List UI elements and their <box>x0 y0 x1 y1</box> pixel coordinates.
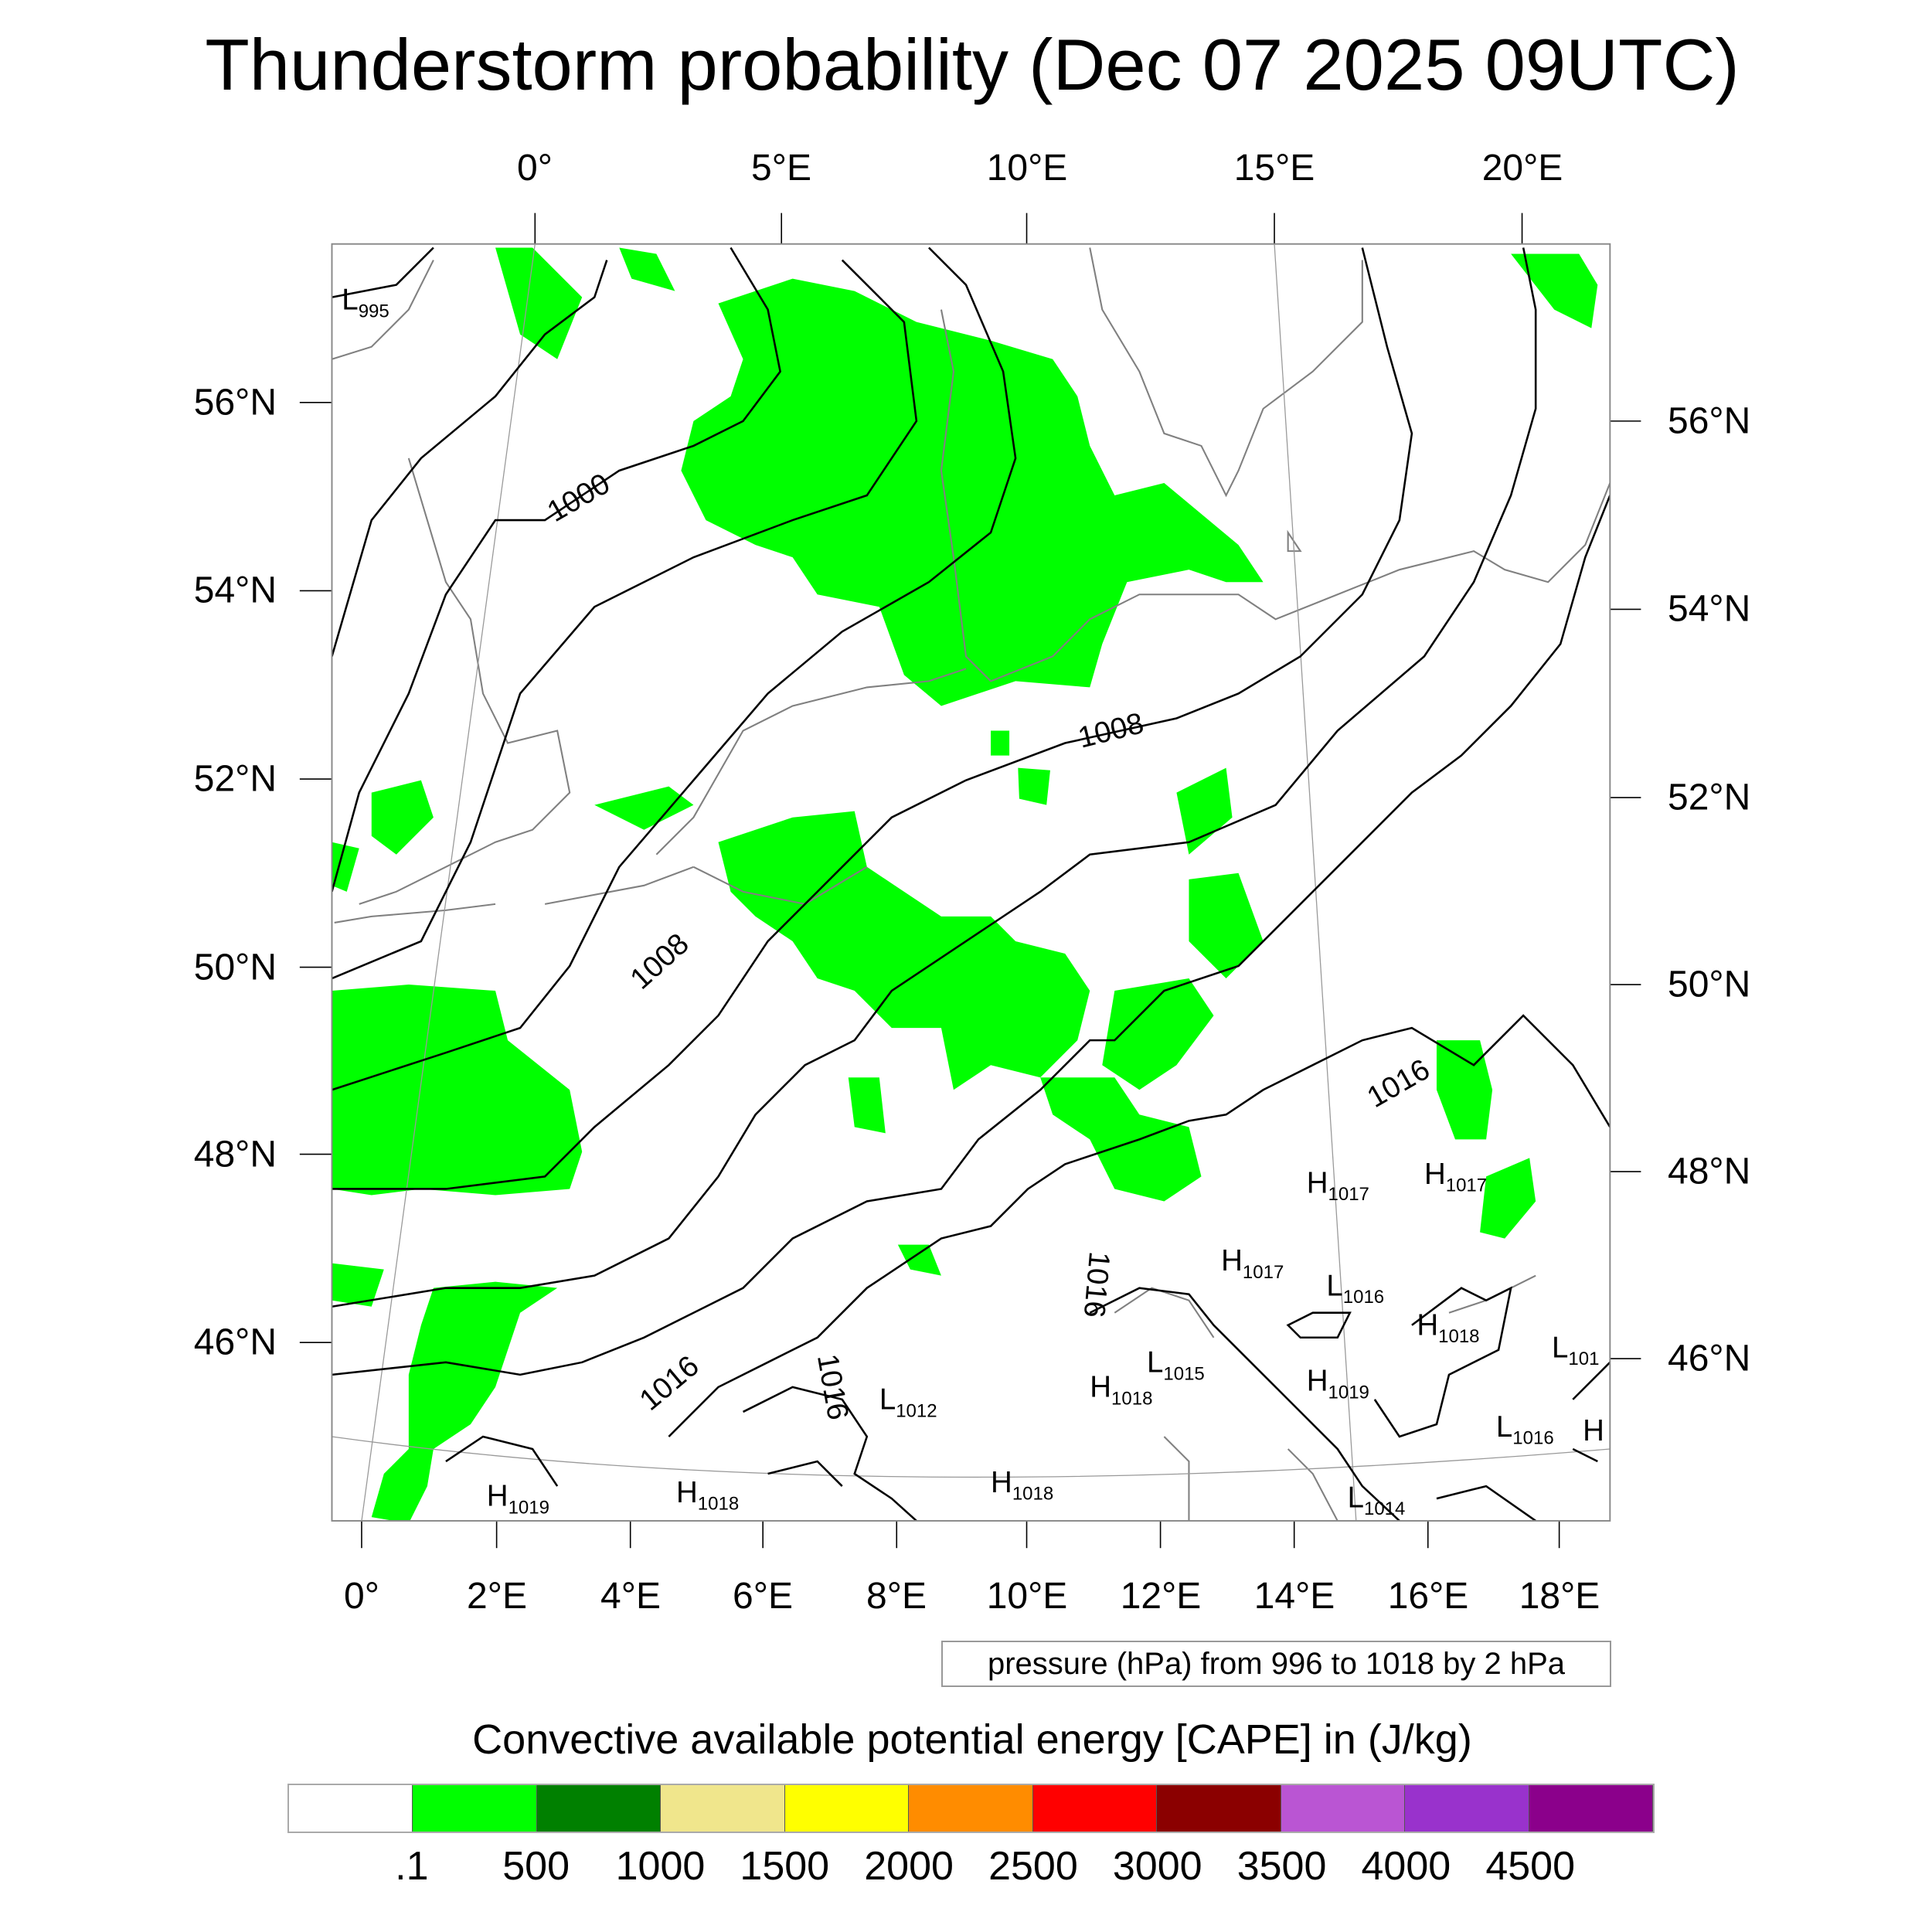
colorbar-swatch <box>1281 1785 1406 1832</box>
axis-ticks <box>299 213 1641 1549</box>
colorbar <box>287 1784 1655 1833</box>
graticule <box>332 243 1611 1521</box>
bottom-lon-label: 8°E <box>866 1576 927 1617</box>
pressure-center: H1017 <box>1424 1158 1487 1196</box>
cape-area-north-sea <box>681 278 1264 706</box>
colorbar-label: 4500 <box>1485 1844 1576 1889</box>
colorbar-label: .1 <box>395 1844 429 1889</box>
cape-area-france-west <box>332 985 583 1307</box>
pressure-center: L1016 <box>1326 1269 1384 1308</box>
top-lon-label: 10°E <box>986 148 1068 189</box>
colorbar-label: 3000 <box>1112 1844 1202 1889</box>
pressure-center: H <box>1583 1414 1604 1447</box>
contour-label: 1016 <box>633 1349 705 1417</box>
right-lat-label: 48°N <box>1668 1151 1751 1192</box>
right-lat-label: 50°N <box>1668 964 1751 1005</box>
colorbar-label: 500 <box>502 1844 570 1889</box>
cape-area-north <box>495 247 1598 359</box>
pressure-center: H1018 <box>676 1476 739 1515</box>
colorbar-swatch <box>1405 1785 1529 1832</box>
pressure-center: L1012 <box>879 1383 937 1422</box>
colorbar-swatch <box>536 1785 662 1832</box>
left-lat-label: 52°N <box>193 758 277 800</box>
coastlines <box>332 247 1611 1521</box>
colorbar-swatch <box>909 1785 1033 1832</box>
pressure-contours <box>332 247 1611 1521</box>
bottom-lon-label: 14°E <box>1253 1576 1335 1617</box>
pressure-center: L995 <box>342 284 389 322</box>
top-lon-label: 5°E <box>751 148 811 189</box>
bottom-lon-label: 0° <box>344 1576 379 1617</box>
colorbar-label: 2000 <box>864 1844 954 1889</box>
contour-info-box: pressure (hPa) from 996 to 1018 by 2 hPa <box>941 1641 1611 1687</box>
cape-area-czech <box>1102 767 1264 1090</box>
left-lat-label: 50°N <box>193 947 277 988</box>
colorbar-label: 3500 <box>1236 1844 1327 1889</box>
cape-fill-areas <box>332 247 1598 1521</box>
colorbar-title: Convective available potential energy [C… <box>472 1716 1472 1763</box>
colorbar-swatch <box>661 1785 785 1832</box>
contour-label: 1008 <box>624 927 695 996</box>
right-lat-label: 52°N <box>1668 777 1751 818</box>
cape-area-austria <box>1040 1077 1202 1202</box>
bottom-lon-label: 12°E <box>1120 1576 1202 1617</box>
left-lat-label: 54°N <box>193 570 277 611</box>
colorbar-swatch <box>289 1785 413 1832</box>
bottom-lon-label: 18°E <box>1519 1576 1600 1617</box>
bottom-lon-label: 2°E <box>467 1576 527 1617</box>
map-frame <box>331 243 1611 1522</box>
cape-area-poland-east <box>1436 1040 1536 1239</box>
contour-label: 1000 <box>542 467 616 529</box>
contour-label: 1016 <box>1362 1053 1436 1114</box>
contour-label: 1008 <box>1075 706 1147 754</box>
bottom-lon-label: 16°E <box>1387 1576 1469 1617</box>
colorbar-swatch <box>784 1785 910 1832</box>
colorbar-swatch <box>1032 1785 1158 1832</box>
left-lat-label: 48°N <box>193 1134 277 1175</box>
right-lat-label: 56°N <box>1668 400 1751 442</box>
right-lat-label: 46°N <box>1668 1338 1751 1379</box>
contour-label: 1016 <box>811 1352 855 1423</box>
top-lon-label: 20°E <box>1481 148 1563 189</box>
right-lat-label: 54°N <box>1668 588 1751 630</box>
left-lat-label: 56°N <box>193 382 277 423</box>
cape-area-misc <box>848 730 1050 1276</box>
pressure-center: H1019 <box>1307 1365 1369 1403</box>
pressure-center: H1018 <box>1090 1371 1152 1410</box>
pressure-center: L1016 <box>1496 1410 1554 1449</box>
colorbar-label: 2500 <box>988 1844 1078 1889</box>
pressure-center: H1017 <box>1307 1166 1369 1205</box>
colorbar-swatch <box>413 1785 537 1832</box>
top-lon-label: 15°E <box>1233 148 1315 189</box>
pressure-center: L1015 <box>1147 1346 1205 1385</box>
contour-label: 1016 <box>1077 1250 1116 1319</box>
bottom-lon-label: 4°E <box>600 1576 661 1617</box>
colorbar-label: 1500 <box>740 1844 830 1889</box>
left-lat-label: 46°N <box>193 1321 277 1363</box>
colorbar-swatch <box>1157 1785 1281 1832</box>
colorbar-label: 1000 <box>615 1844 706 1889</box>
pressure-center: H1017 <box>1221 1244 1284 1283</box>
top-lon-label: 0° <box>517 148 553 189</box>
pressure-center: L101 <box>1552 1331 1599 1369</box>
bottom-lon-label: 10°E <box>986 1576 1068 1617</box>
bottom-lon-label: 6°E <box>733 1576 793 1617</box>
chart-title: Thunderstorm probability (Dec 07 2025 09… <box>205 24 1740 105</box>
colorbar-label: 4000 <box>1361 1844 1451 1889</box>
cape-area-uk <box>332 780 434 892</box>
pressure-center: H1018 <box>1417 1309 1479 1348</box>
pressure-center: H1019 <box>487 1480 549 1519</box>
cape-area-belgium-germany <box>594 786 1090 1090</box>
colorbar-swatch <box>1529 1785 1653 1832</box>
pressure-center: H1018 <box>991 1466 1053 1505</box>
pressure-center: L1014 <box>1348 1481 1406 1519</box>
pressure-centers: L995 H1019 H1018 H1018 H1018 L1012 L1015… <box>342 284 1604 1519</box>
cape-area-france-south <box>371 1281 558 1521</box>
